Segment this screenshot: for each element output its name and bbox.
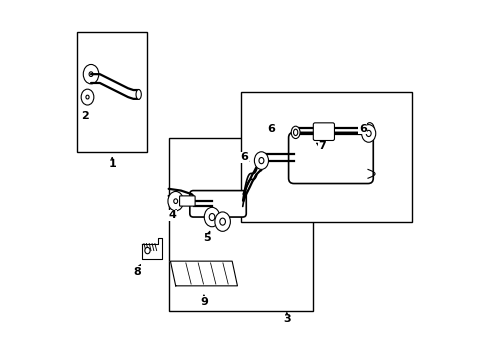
FancyBboxPatch shape [288,132,372,184]
Text: 6: 6 [240,152,248,162]
Ellipse shape [81,89,94,105]
Bar [77,32,147,152]
Text: 6: 6 [358,124,366,134]
Ellipse shape [144,247,150,254]
Bar [241,92,411,222]
Ellipse shape [214,212,230,231]
Text: 3: 3 [283,314,290,324]
FancyBboxPatch shape [189,190,246,217]
Text: 6: 6 [266,124,274,134]
Ellipse shape [204,207,219,227]
Ellipse shape [254,152,268,170]
Text: 9: 9 [200,297,207,307]
Ellipse shape [136,90,141,99]
Text: 5: 5 [203,233,211,243]
Ellipse shape [83,64,99,84]
Ellipse shape [361,125,375,142]
Bar [168,138,313,311]
Text: 8: 8 [133,267,141,277]
Ellipse shape [167,192,183,211]
Ellipse shape [291,126,300,139]
Ellipse shape [365,123,373,135]
FancyBboxPatch shape [313,123,334,140]
Text: 1: 1 [108,159,116,169]
FancyBboxPatch shape [179,196,195,206]
Polygon shape [170,261,237,286]
Polygon shape [142,238,161,259]
Text: 4: 4 [168,210,176,220]
Text: 7: 7 [318,141,325,152]
Text: 2: 2 [81,112,89,121]
